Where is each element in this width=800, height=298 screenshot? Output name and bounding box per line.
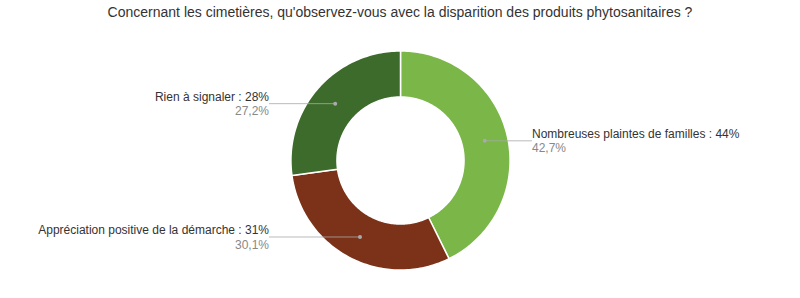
svg-text:27,2%: 27,2% [235, 104, 269, 118]
svg-text:42,7%: 42,7% [532, 141, 566, 155]
svg-text:Nombreuses plaintes de famille: Nombreuses plaintes de familles : 44% [532, 127, 740, 141]
svg-text:Rien à signaler : 28%: Rien à signaler : 28% [155, 90, 269, 104]
svg-text:30,1%: 30,1% [235, 238, 269, 252]
html-text:Concernant les cimetières, qu': Concernant les cimetières, qu'observez-v… [107, 4, 693, 20]
svg-text:Appréciation positive de la dé: Appréciation positive de la démarche : 3… [38, 223, 269, 237]
